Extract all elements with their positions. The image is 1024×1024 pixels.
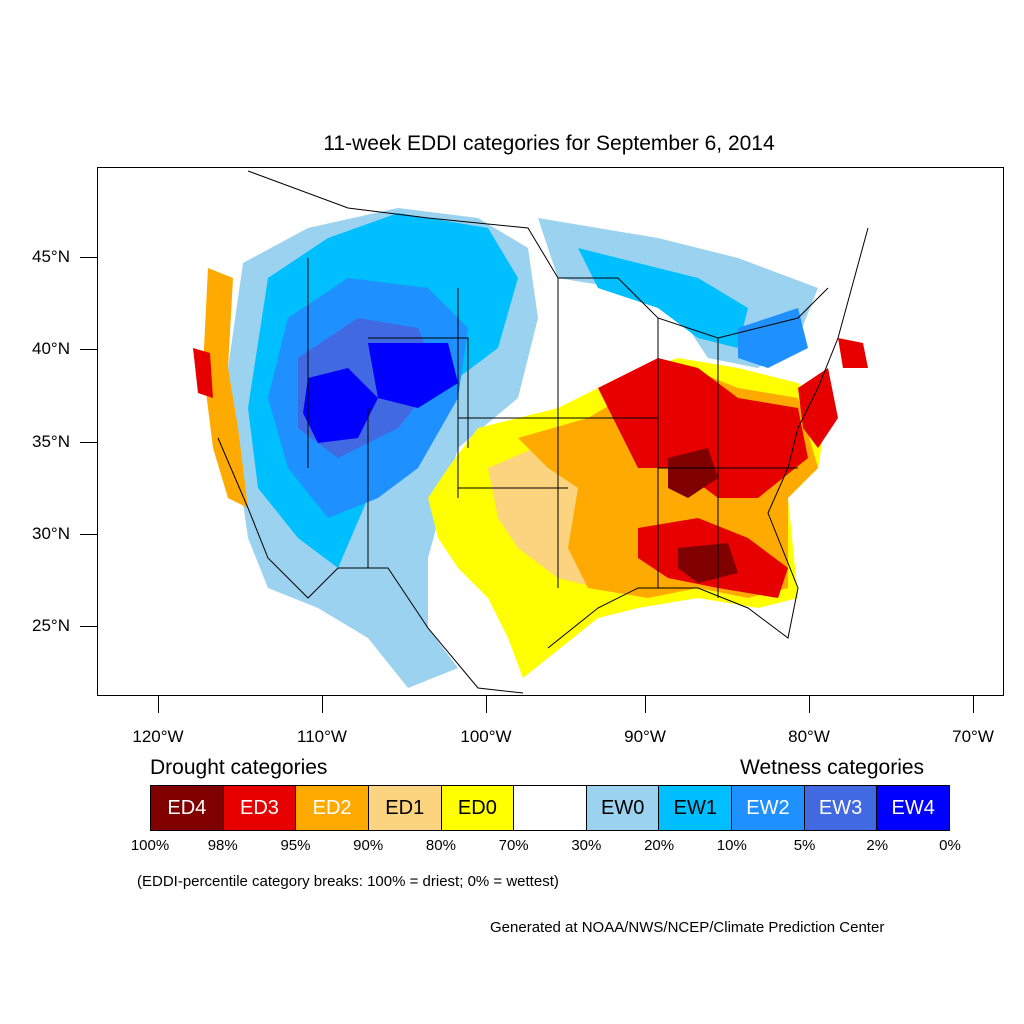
map-title: 11-week EDDI categories for September 6,… xyxy=(323,132,775,155)
percent-break-label: 20% xyxy=(644,837,675,854)
lon-label-100w: 100°W xyxy=(460,727,512,746)
legend-cell-ed2: ED2 xyxy=(296,786,369,830)
percent-break-label: 100% xyxy=(130,837,170,854)
legend-cell-ew3: EW3 xyxy=(804,786,878,830)
legend-cell-ew4: EW4 xyxy=(877,786,950,830)
lat-label-40n: 40°N xyxy=(32,339,70,358)
drought-categories-heading: Drought categories xyxy=(150,756,328,779)
lon-tick xyxy=(973,696,974,713)
lat-label-30n: 30°N xyxy=(32,524,70,543)
legend-cell-ew2: EW2 xyxy=(732,786,805,830)
percent-break-label: 10% xyxy=(716,837,747,854)
drought-mid-atlantic xyxy=(798,368,838,448)
eddi-map xyxy=(97,167,1004,696)
lat-label-35n: 35°N xyxy=(32,432,70,451)
eddi-map-canvas xyxy=(193,170,878,694)
percent-break-label: 70% xyxy=(498,837,529,854)
lat-label-45n: 45°N xyxy=(32,247,70,266)
wet-region-ne-ew2 xyxy=(738,308,808,368)
percent-break-label: 0% xyxy=(939,837,961,854)
percent-break-label: 30% xyxy=(571,837,602,854)
category-note: (EDDI-percentile category breaks: 100% =… xyxy=(137,873,559,890)
percent-break-label: 80% xyxy=(425,837,456,854)
lon-label-120w: 120°W xyxy=(132,727,184,746)
lon-label-80w: 80°W xyxy=(788,727,830,746)
category-legend-bar: ED4 ED3 ED2 ED1 ED0 EW0 EW1 EW2 EW3 EW4 xyxy=(150,785,950,831)
wetness-categories-heading: Wetness categories xyxy=(740,756,925,779)
lat-tick xyxy=(80,534,97,535)
lat-label-25n: 25°N xyxy=(32,616,70,635)
legend-cell-ed1: ED1 xyxy=(368,786,442,830)
wet-region-ew4-west xyxy=(303,343,458,443)
drought-northeast xyxy=(838,338,868,368)
drought-west-coast xyxy=(203,268,248,508)
lon-tick xyxy=(322,696,323,713)
lon-tick xyxy=(158,696,159,713)
drought-ed4 xyxy=(668,448,738,583)
legend-cell-ed4: ED4 xyxy=(151,786,224,830)
legend-cell-ed3: ED3 xyxy=(223,786,297,830)
percent-break-label: 90% xyxy=(353,837,384,854)
lon-tick xyxy=(645,696,646,713)
percent-break-label: 5% xyxy=(793,837,816,854)
lon-tick xyxy=(809,696,810,713)
state-boundaries xyxy=(217,170,869,694)
lon-label-110w: 110°W xyxy=(297,727,347,746)
drought-west-coast-ed3 xyxy=(193,348,213,398)
percent-break-label: 98% xyxy=(207,837,238,854)
legend-cell-ew0: EW0 xyxy=(586,786,660,830)
percent-break-label: 2% xyxy=(866,837,889,854)
wet-region-north-ew1 xyxy=(578,248,748,348)
credit-line: Generated at NOAA/NWS/NCEP/Climate Predi… xyxy=(490,919,885,936)
percent-break-label: 95% xyxy=(280,837,311,854)
lon-label-90w: 90°W xyxy=(624,727,666,746)
lat-tick xyxy=(80,349,97,350)
lon-tick xyxy=(486,696,487,713)
lat-tick xyxy=(80,442,97,443)
legend-cell-ew1: EW1 xyxy=(659,786,733,830)
lon-label-70w: 70°W xyxy=(952,727,994,746)
lat-tick xyxy=(80,626,97,627)
legend-cell-neutral xyxy=(514,786,587,830)
legend-cell-ed0: ED0 xyxy=(441,786,515,830)
lat-tick xyxy=(80,257,97,258)
